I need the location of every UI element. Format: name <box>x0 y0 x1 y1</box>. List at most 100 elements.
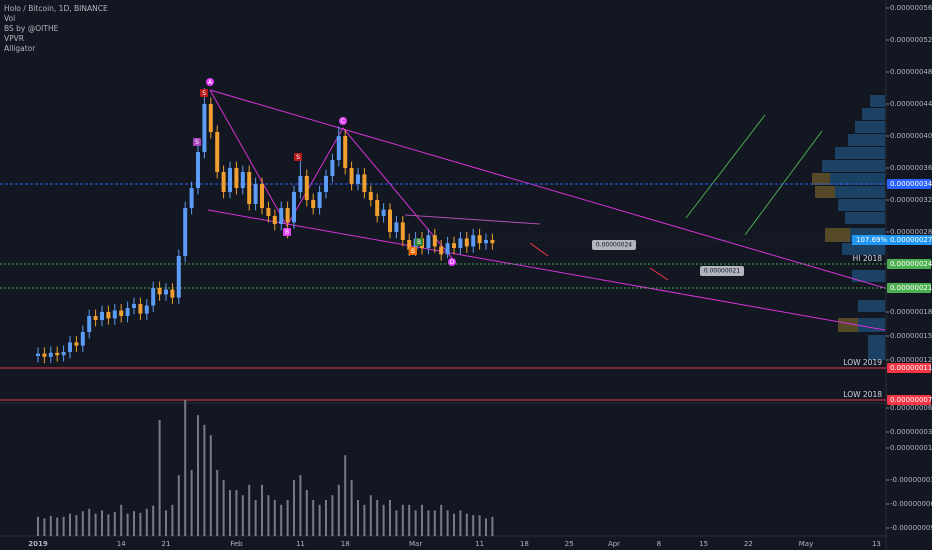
candle-body <box>285 208 290 223</box>
volume-bar <box>120 504 123 536</box>
y-tick-label: -0.00000006 <box>890 500 932 508</box>
candle-body <box>125 308 130 316</box>
annotation-marker <box>193 138 201 146</box>
volume-bar <box>254 500 257 536</box>
candle-body <box>317 192 322 208</box>
volume-bar <box>465 513 468 536</box>
volume-bar <box>145 508 148 536</box>
candle-body <box>74 342 79 346</box>
candle-body <box>452 243 456 248</box>
candle-body <box>42 353 47 357</box>
volume-bar <box>81 511 84 536</box>
candle-body <box>477 235 482 244</box>
volume-bar <box>312 500 315 536</box>
callout-box <box>592 240 636 250</box>
candle-body <box>292 192 296 223</box>
volume-bar <box>433 510 436 536</box>
volume-bar <box>37 516 39 536</box>
volume-bar <box>350 480 353 536</box>
annotation-text: S <box>202 90 206 97</box>
candle-body <box>48 352 53 357</box>
drawings <box>207 89 886 331</box>
annotation-marker <box>415 238 423 246</box>
volume-bar <box>344 455 347 536</box>
candle-body <box>228 168 232 192</box>
candle-body <box>336 136 341 160</box>
candle-body <box>151 288 156 306</box>
candle-body <box>176 256 181 298</box>
x-tick-label: 18 <box>341 540 350 548</box>
volume-bar <box>241 495 244 536</box>
candle-body <box>189 188 194 208</box>
abcd-pattern <box>209 89 453 259</box>
candle-body <box>253 184 258 204</box>
vpvr-row <box>858 300 885 312</box>
annotation-marker <box>339 117 347 125</box>
candle-body <box>362 174 367 192</box>
volume-bar <box>331 495 334 536</box>
callout-text: 0.00000021 <box>704 268 740 275</box>
red-arrows <box>529 242 669 281</box>
volume-bar <box>382 504 385 536</box>
level-badge <box>887 283 931 293</box>
candle-body <box>324 176 328 192</box>
volume-bar <box>293 480 295 536</box>
volume-bar <box>152 505 155 536</box>
arrow <box>744 130 823 236</box>
trend-line <box>404 214 541 225</box>
candle-body <box>80 332 85 346</box>
candle-body <box>464 238 469 247</box>
candle-body <box>490 240 495 244</box>
x-tick-label: 22 <box>744 540 753 548</box>
candle-body <box>93 316 98 320</box>
volume-bar <box>299 475 302 536</box>
indicator-name: BS by @OITHE <box>4 24 59 33</box>
vpvr-row <box>852 270 885 282</box>
volume-bar <box>94 513 97 536</box>
x-tick-label: 14 <box>117 540 126 548</box>
candle-body <box>375 200 380 216</box>
candle-body <box>100 312 104 320</box>
vpvr-row <box>838 318 858 332</box>
candle-body <box>439 246 444 255</box>
candle-body <box>196 152 200 188</box>
candle-body <box>144 305 149 314</box>
volume-bar <box>401 504 404 536</box>
vpvr-row <box>812 173 885 185</box>
annotation-marker <box>283 228 291 236</box>
volume-bar <box>459 510 462 536</box>
volume-bar <box>216 470 219 536</box>
x-tick-label: 11 <box>475 540 484 548</box>
level-label: 0.00000024 <box>890 260 932 268</box>
candle-body <box>157 288 162 295</box>
y-tick-label: 0.00000036 <box>890 164 932 172</box>
annotation-marker <box>206 78 214 86</box>
indicator-name: Alligator <box>4 44 36 53</box>
volume-bar <box>235 490 238 536</box>
vpvr-row <box>870 95 885 107</box>
level-label: 0.00000034 <box>890 180 932 188</box>
candle-body <box>266 208 271 216</box>
volume-bar <box>139 512 142 536</box>
candle-body <box>106 312 111 319</box>
y-tick-label: 0.00000048 <box>890 68 932 76</box>
trend-line <box>209 89 886 289</box>
candle-body <box>368 192 373 200</box>
volume-bar <box>267 495 270 536</box>
level-badge <box>887 363 931 373</box>
indicator-name: Vol <box>4 14 15 23</box>
candle-body <box>388 209 392 232</box>
volume-bar <box>203 424 206 536</box>
volume-bar <box>177 475 180 536</box>
candle-body <box>202 104 207 152</box>
volume-bar <box>113 512 116 536</box>
trend-line <box>207 209 886 331</box>
level-label: 0.00000021 <box>890 284 932 292</box>
candle-body <box>234 168 239 188</box>
candle-body <box>349 168 354 184</box>
candle-body <box>407 240 412 250</box>
volume-bar <box>472 515 475 536</box>
vpvr-row <box>838 199 885 211</box>
